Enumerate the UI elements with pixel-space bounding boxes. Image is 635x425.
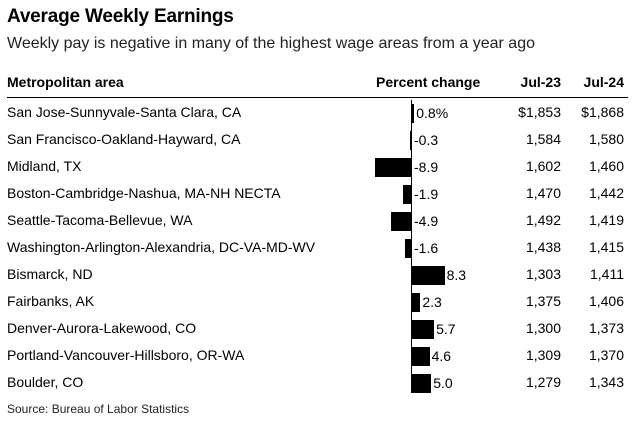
jul23-value: $1,853	[518, 104, 561, 120]
table-row: Seattle-Tacoma-Bellevue, WA -4.9 1,492 1,41…	[0, 208, 635, 235]
jul23-value: 1,309	[525, 347, 561, 363]
metro-area-name: Midland, TX	[7, 158, 82, 174]
percent-change-bar	[404, 239, 411, 258]
percent-change-bar	[411, 266, 445, 285]
jul24-value: 1,373	[588, 320, 624, 336]
chart-subtitle: Weekly pay is negative in many of the hi…	[7, 35, 535, 52]
table-row: Bismarck, ND 8.3 1,303 1,411	[0, 262, 635, 289]
metro-area-name: Fairbanks, AK	[7, 293, 95, 309]
metro-area-name: Boston-Cambridge-Nashua, MA-NH NECTA	[7, 185, 281, 201]
jul24-value: $1,868	[581, 104, 624, 120]
jul23-value: 1,300	[525, 320, 561, 336]
metro-area-name: Portland-Vancouver-Hillsboro, OR-WA	[7, 347, 245, 363]
table-row: Washington-Arlington-Alexandria, DC-VA-M…	[0, 235, 635, 262]
jul24-value: 1,580	[588, 131, 624, 147]
table-row: San Francisco-Oakland-Hayward, CA -0.3 1,5…	[0, 127, 635, 154]
jul23-value: 1,279	[525, 374, 561, 390]
metro-area-name: Washington-Arlington-Alexandria, DC-VA-M…	[7, 239, 316, 255]
metro-area-name: Denver-Aurora-Lakewood, CO	[7, 320, 197, 336]
metro-area-name: Boulder, CO	[7, 374, 84, 390]
jul24-value: 1,406	[588, 293, 624, 309]
header-jul23: Jul-23	[520, 74, 561, 90]
jul23-value: 1,470	[525, 185, 561, 201]
percent-change-bar	[391, 212, 411, 231]
percent-change-label: -1.9	[414, 186, 439, 202]
percent-change-label: -8.9	[414, 159, 439, 175]
percent-change-bar	[411, 347, 430, 366]
chart-title: Average Weekly Earnings	[7, 6, 234, 27]
percent-change-label: -4.9	[414, 213, 439, 229]
percent-change-label: -1.6	[414, 240, 439, 256]
table-row: Boston-Cambridge-Nashua, MA-NH NECTA -1.9…	[0, 181, 635, 208]
percent-change-label: -0.3	[414, 132, 439, 148]
header-metro-area: Metropolitan area	[7, 74, 124, 90]
percent-change-label: 8.3	[446, 267, 467, 283]
metro-area-name: Bismarck, ND	[7, 266, 93, 282]
percent-change-label: 4.6	[431, 348, 452, 364]
table-row: Portland-Vancouver-Hillsboro, OR-WA 4.6 1,…	[0, 343, 635, 370]
jul23-value: 1,438	[525, 239, 561, 255]
jul23-value: 1,602	[525, 158, 561, 174]
source-note: Source: Bureau of Labor Statistics	[7, 402, 190, 416]
jul23-value: 1,492	[525, 212, 561, 228]
table-row: Boulder, CO 5.0 1,279 1,343	[0, 370, 635, 397]
percent-change-bar	[411, 104, 415, 123]
percent-change-label: 5.0	[433, 375, 453, 391]
metro-area-name: Seattle-Tacoma-Bellevue, WA	[7, 212, 193, 228]
percent-change-label: 5.7	[436, 321, 456, 337]
zero-baseline	[411, 100, 412, 392]
header-jul24: Jul-24	[583, 74, 624, 90]
jul23-value: 1,303	[525, 266, 561, 282]
percent-change-bar	[411, 320, 435, 339]
percent-change-bar	[374, 158, 411, 177]
percent-change-label: 2.3	[422, 294, 442, 310]
percent-change-label: 0.8%	[416, 105, 449, 121]
percent-change-bar	[411, 293, 421, 312]
table-row: Denver-Aurora-Lakewood, CO 5.7 1,300 1,373	[0, 316, 635, 343]
table-row: Midland, TX -8.9 1,602 1,460	[0, 154, 635, 181]
jul24-value: 1,343	[588, 374, 624, 390]
jul23-value: 1,584	[525, 131, 561, 147]
jul24-value: 1,419	[588, 212, 624, 228]
jul23-value: 1,375	[525, 293, 561, 309]
percent-change-bar	[403, 185, 411, 204]
percent-change-bar	[409, 131, 411, 150]
jul24-value: 1,411	[590, 266, 624, 282]
metro-area-name: San Jose-Sunnyvale-Santa Clara, CA	[7, 104, 242, 120]
jul24-value: 1,370	[588, 347, 624, 363]
header-percent-change: Percent change	[376, 74, 481, 90]
jul24-value: 1,415	[588, 239, 624, 255]
header-rule	[7, 97, 628, 98]
percent-change-bar	[411, 374, 432, 393]
jul24-value: 1,442	[588, 185, 624, 201]
table-row: Fairbanks, AK 2.3 1,375 1,406	[0, 289, 635, 316]
jul24-value: 1,460	[588, 158, 624, 174]
metro-area-name: San Francisco-Oakland-Hayward, CA	[7, 131, 241, 147]
table-row: San Jose-Sunnyvale-Santa Clara, CA 0.8% $1…	[0, 100, 635, 127]
